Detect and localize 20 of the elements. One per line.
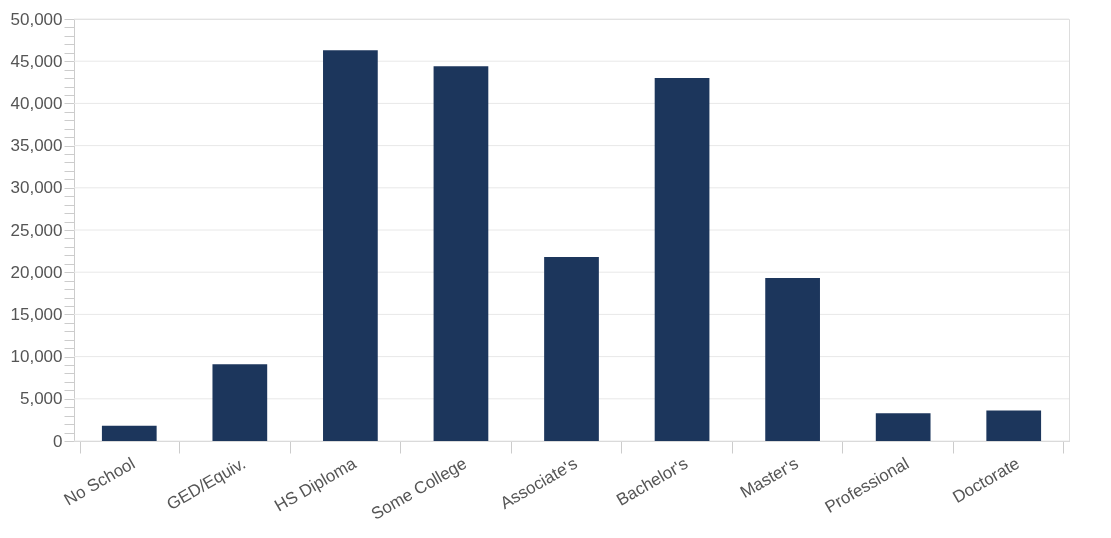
y-tick-label: 35,000 [10, 136, 63, 156]
y-tick-label: 5,000 [19, 389, 63, 409]
y-tick-label: 30,000 [10, 178, 63, 198]
bar [544, 257, 599, 441]
y-tick-label: 15,000 [10, 304, 63, 324]
y-tick-label: 20,000 [10, 262, 63, 282]
y-tick-label: 45,000 [10, 51, 63, 71]
bar [433, 66, 489, 441]
bar [323, 50, 378, 441]
bar [654, 78, 710, 441]
y-tick-label: 10,000 [10, 347, 63, 367]
y-tick-label: 50,000 [10, 9, 63, 29]
y-tick-label: 40,000 [10, 93, 63, 113]
bar [986, 410, 1042, 441]
bar [212, 364, 268, 441]
y-tick-label: 0 [53, 431, 63, 451]
bar [765, 278, 820, 441]
bar [875, 413, 931, 441]
y-tick-label: 25,000 [10, 220, 63, 240]
bar [101, 425, 157, 441]
